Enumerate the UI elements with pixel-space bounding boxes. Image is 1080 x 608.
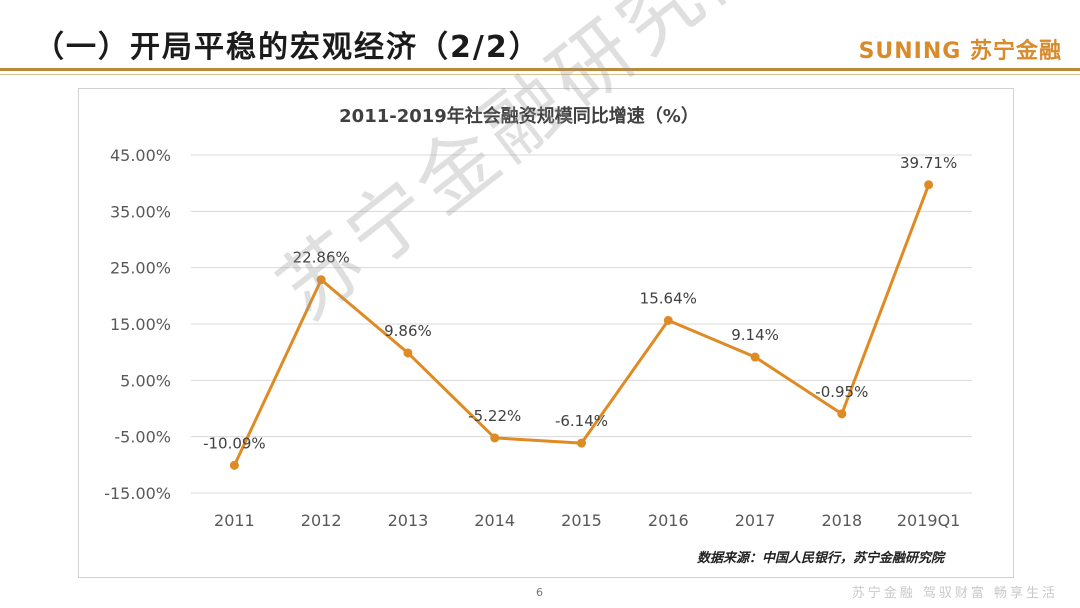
data-label: -6.14% <box>555 412 608 430</box>
data-point <box>403 348 413 358</box>
y-axis-ticks: 45.00% 35.00% 25.00% 15.00% 5.00% -5.00% -15.0… <box>104 146 171 503</box>
x-tick-label: 2018 <box>821 511 862 530</box>
data-point <box>663 315 673 325</box>
y-tick-label: 25.00% <box>110 259 171 278</box>
header-rule <box>0 68 1080 71</box>
chart-panel: 2011-2019年社会融资规模同比增速（%） 45.00% 35.00% 25.0… <box>78 88 1014 578</box>
data-label: 39.71% <box>900 154 957 172</box>
data-label: -5.22% <box>468 407 521 425</box>
slide-title: （一）开局平稳的宏观经济（2/2） <box>34 30 541 65</box>
data-labels: -10.09% 22.86% 9.86% -5.22% -6.14% 15.64% 9.14… <box>203 154 957 453</box>
data-label: -0.95% <box>815 383 868 401</box>
data-point <box>229 460 239 470</box>
data-point <box>837 409 847 419</box>
y-tick-label: 5.00% <box>120 371 171 390</box>
data-label: 15.64% <box>640 289 697 307</box>
y-tick-label: -5.00% <box>114 428 171 447</box>
data-point <box>490 433 500 443</box>
y-tick-label: 35.00% <box>110 202 171 221</box>
x-tick-label: 2014 <box>474 511 515 530</box>
data-label: 9.14% <box>731 326 779 344</box>
data-point <box>750 352 760 362</box>
y-tick-label: 15.00% <box>110 315 171 334</box>
line-chart: 2011-2019年社会融资规模同比增速（%） 45.00% 35.00% 25.0… <box>104 105 972 530</box>
y-tick-label: 45.00% <box>110 146 171 165</box>
x-axis-ticks: 2011 2012 2013 2014 2015 2016 2017 2018 2019Q1 <box>214 511 960 530</box>
data-label: 22.86% <box>293 249 350 267</box>
data-label: -10.09% <box>203 434 266 452</box>
grid-lines <box>191 154 972 494</box>
data-point <box>316 275 326 285</box>
x-tick-label: 2013 <box>388 511 429 530</box>
x-tick-label: 2011 <box>214 511 255 530</box>
x-tick-label: 2019Q1 <box>897 511 961 530</box>
data-label: 9.86% <box>384 322 432 340</box>
brand-logo: SUNING 苏宁金融 <box>858 39 1062 64</box>
x-tick-label: 2015 <box>561 511 602 530</box>
series-layer <box>229 180 934 470</box>
data-point <box>924 180 934 190</box>
y-tick-label: -15.00% <box>104 484 171 503</box>
source-note: 数据来源：中国人民银行，苏宁金融研究院 <box>697 551 945 566</box>
x-tick-label: 2012 <box>301 511 342 530</box>
header-rule-thin <box>0 74 1080 75</box>
data-point <box>577 438 586 448</box>
chart-title: 2011-2019年社会融资规模同比增速（%） <box>339 105 699 127</box>
x-tick-label: 2017 <box>735 511 776 530</box>
page-number: 6 <box>536 586 543 599</box>
footer-slogan: 苏宁金融 驾驭财富 畅享生活 <box>851 586 1058 601</box>
x-tick-label: 2016 <box>648 511 689 530</box>
